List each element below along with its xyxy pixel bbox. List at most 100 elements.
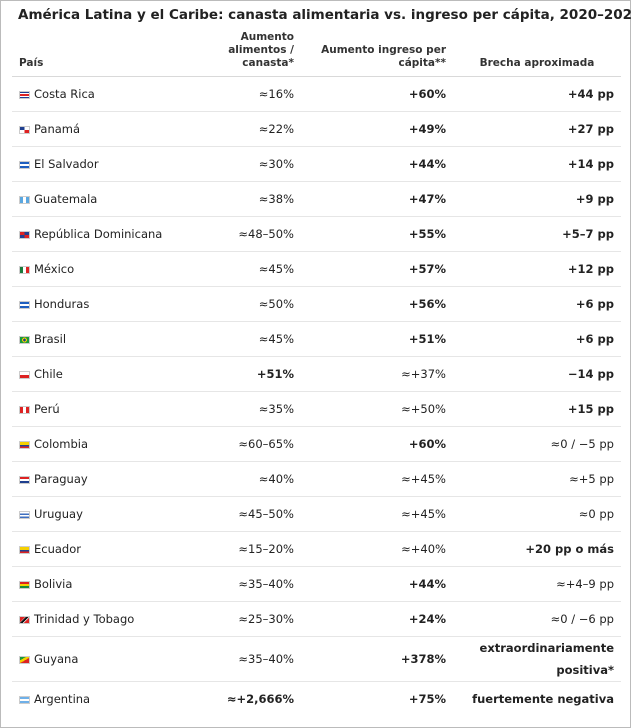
table-row: Colombia ≈60–65% +60% ≈0 / −5 pp <box>12 426 621 462</box>
value-cell: ≈+37% <box>301 356 453 392</box>
table-row: El Salvador ≈30% +44% +14 pp <box>12 146 621 182</box>
table-row: Chile +51% ≈+37% −14 pp <box>12 356 621 392</box>
country-cell: República Dominicana <box>12 216 192 252</box>
column-header: Brecha aproximada <box>453 31 621 77</box>
country-name: Guyana <box>34 652 79 666</box>
value-cell: +44% <box>301 566 453 602</box>
value-cell: ≈+45% <box>301 496 453 532</box>
value-cell: +47% <box>301 181 453 217</box>
value-cell: ≈38% <box>192 181 301 217</box>
value-cell: ≈+2,666% <box>226 692 294 706</box>
column-header: Aumento ingreso per cápita** <box>301 31 453 77</box>
flag-icon <box>19 91 30 99</box>
flag-icon <box>19 266 30 274</box>
value-cell: +51% <box>301 321 453 357</box>
value-cell: +27 pp <box>453 111 621 147</box>
country-cell: El Salvador <box>12 146 192 182</box>
table-row: Guyana ≈35–40% +378% extraordinariamente po… <box>12 636 621 682</box>
flag-icon <box>19 656 30 664</box>
country-name: El Salvador <box>34 157 99 171</box>
country-cell: México <box>12 251 192 287</box>
country-cell: Costa Rica <box>12 76 192 112</box>
value-cell: ≈45% <box>192 251 301 287</box>
table-row: Guatemala ≈38% +47% +9 pp <box>12 181 621 217</box>
country-name: Brasil <box>34 332 67 346</box>
country-cell: Colombia <box>12 426 192 462</box>
country-name: Bolivia <box>34 577 73 591</box>
value-cell: +44% <box>301 146 453 182</box>
country-cell: Brasil <box>12 321 192 357</box>
value-cell: −14 pp <box>453 356 621 392</box>
table-row: Uruguay ≈45–50% ≈+45% ≈0 pp <box>12 496 621 532</box>
value-cell: ≈+50% <box>301 391 453 427</box>
value-cell: ≈35–40% <box>192 636 301 682</box>
table-row: Perú ≈35% ≈+50% +15 pp <box>12 391 621 427</box>
country-cell: Perú <box>12 391 192 427</box>
flag-icon <box>19 546 30 554</box>
column-header: Aumento alimentos / canasta* <box>192 31 301 77</box>
country-cell: Bolivia <box>12 566 192 602</box>
country-name: República Dominicana <box>34 227 163 241</box>
comparison-table: País Aumento alimentos / canasta* Aumento … <box>12 31 621 716</box>
flag-icon <box>19 511 30 519</box>
country-name: Honduras <box>34 297 90 311</box>
country-cell: Uruguay <box>12 496 192 532</box>
flag-icon <box>19 126 30 134</box>
country-cell: Paraguay <box>12 461 192 497</box>
flag-icon <box>19 301 30 309</box>
flag-icon <box>19 231 30 239</box>
value-cell: ≈35% <box>192 391 301 427</box>
country-cell: Guyana <box>12 636 192 682</box>
value-cell: ≈+5 pp <box>453 461 621 497</box>
flag-icon <box>19 196 30 204</box>
country-cell: Honduras <box>12 286 192 322</box>
table-row: Bolivia ≈35–40% +44% ≈+4–9 pp <box>12 566 621 602</box>
flag-icon <box>19 616 30 624</box>
flag-icon <box>19 406 30 414</box>
value-cell: ≈+40% <box>301 531 453 567</box>
value-cell: ≈0 / −5 pp <box>453 426 621 462</box>
value-cell: ≈45% <box>192 321 301 357</box>
table-body: Costa Rica ≈16% +60% +44 pp Panamá ≈22% +49% +2… <box>12 76 621 717</box>
value-cell: +44 pp <box>453 76 621 112</box>
flag-icon <box>19 476 30 484</box>
value-cell: extraordinariamente positiva* <box>453 636 621 682</box>
flag-icon <box>19 696 30 704</box>
table-row: Paraguay ≈40% ≈+45% ≈+5 pp <box>12 461 621 497</box>
flag-icon <box>19 371 30 379</box>
value-cell: fuertemente negativa <box>472 692 614 706</box>
country-name: Chile <box>34 367 63 381</box>
country-name: Costa Rica <box>34 87 95 101</box>
value-cell: ≈+4–9 pp <box>453 566 621 602</box>
header-row: País Aumento alimentos / canasta* Aumento … <box>12 31 621 77</box>
value-cell: +6 pp <box>453 286 621 322</box>
value-cell: ≈35–40% <box>192 566 301 602</box>
title: América Latina y el Caribe: canasta alim… <box>18 7 631 23</box>
country-name: Perú <box>34 402 60 416</box>
flag-icon <box>19 161 30 169</box>
value-cell: ≈16% <box>192 76 301 112</box>
value-cell: +55% <box>301 216 453 252</box>
value-cell: ≈50% <box>192 286 301 322</box>
country-cell: Guatemala <box>12 181 192 217</box>
value-cell: +14 pp <box>453 146 621 182</box>
country-cell: Trinidad y Tobago <box>12 601 192 637</box>
value-cell: ≈45–50% <box>192 496 301 532</box>
country-name: Uruguay <box>34 507 83 521</box>
country-cell: Chile <box>12 356 192 392</box>
value-cell: ≈0 / −6 pp <box>453 601 621 637</box>
table-row: Honduras ≈50% +56% +6 pp <box>12 286 621 322</box>
value-cell: +75% <box>408 692 446 706</box>
country-name: Panamá <box>34 122 81 136</box>
value-cell: +49% <box>301 111 453 147</box>
value-cell: ≈15–20% <box>192 531 301 567</box>
table-row: Panamá ≈22% +49% +27 pp <box>12 111 621 147</box>
table-row: Argentina ≈+2,666% +75% fuertemente negativ… <box>12 682 621 717</box>
value-cell: +24% <box>301 601 453 637</box>
value-cell: +6 pp <box>453 321 621 357</box>
table-row: México ≈45% +57% +12 pp <box>12 251 621 287</box>
country-name: Colombia <box>34 437 89 451</box>
country-name: Guatemala <box>34 192 98 206</box>
table-row: Ecuador ≈15–20% ≈+40% +20 pp o más <box>12 531 621 567</box>
